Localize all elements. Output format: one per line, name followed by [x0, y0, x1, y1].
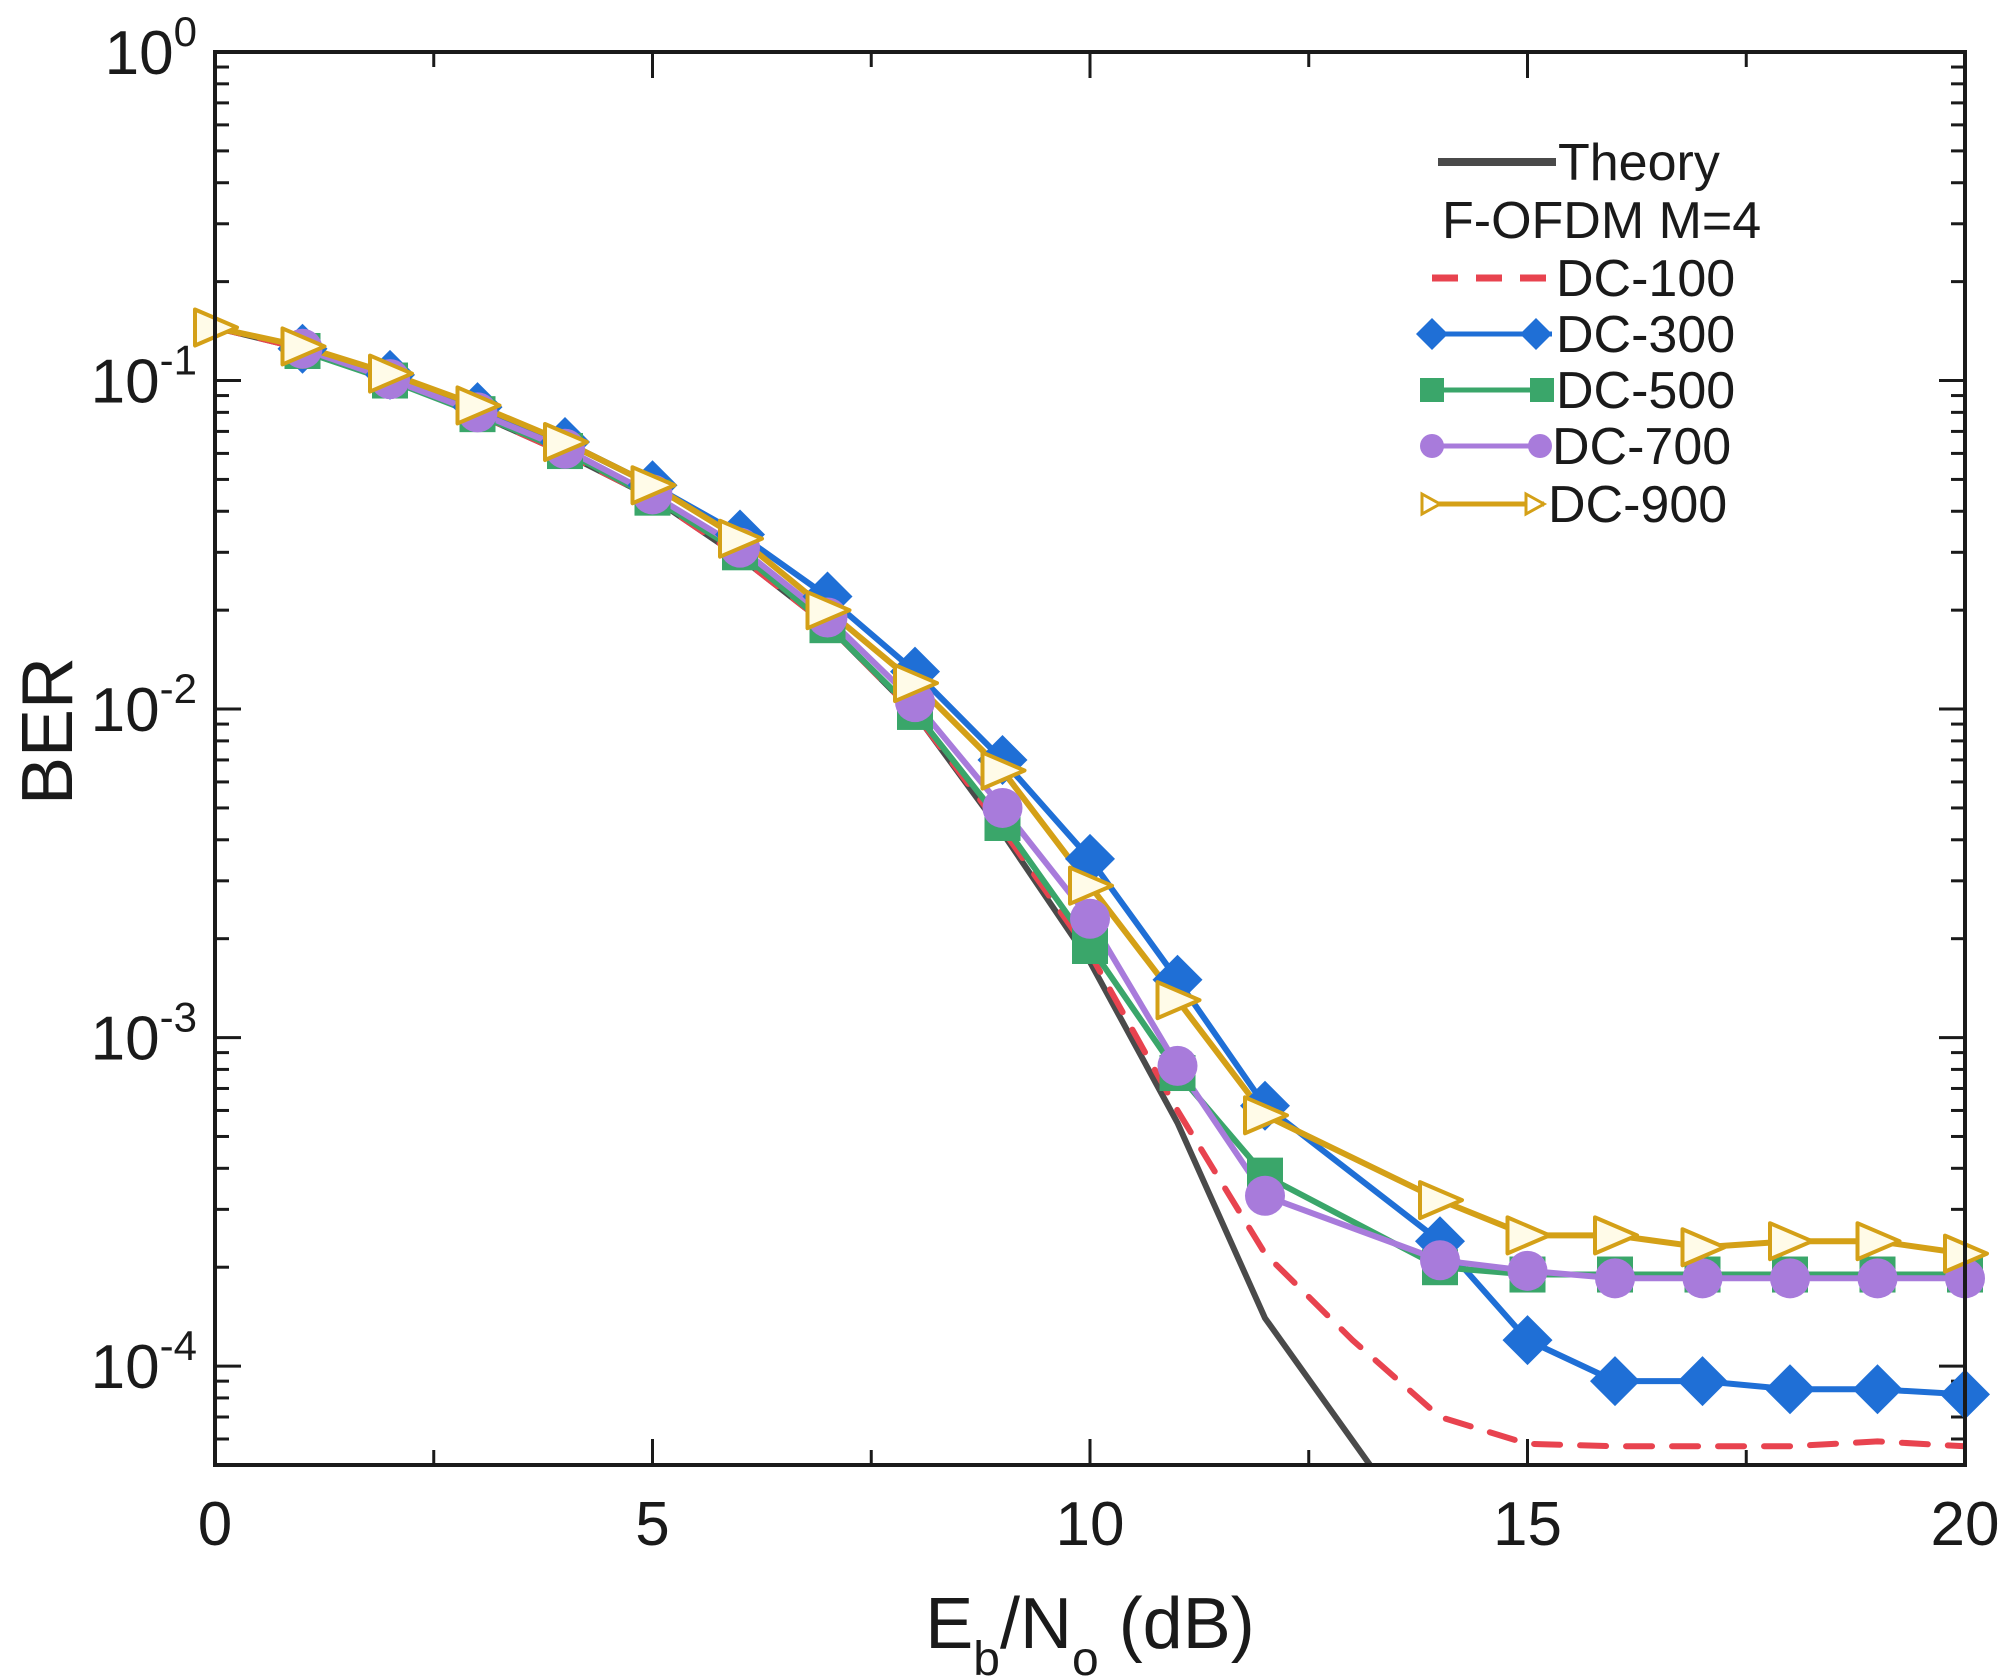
x-tick-label: 5 — [635, 1490, 669, 1559]
marker-dc900 — [1768, 1221, 1814, 1262]
legend-marker-dc300-b — [1520, 318, 1552, 350]
marker-dc900 — [280, 326, 327, 367]
y-tick-labels: 100 10-1 10-2 10-3 10-4 — [91, 8, 197, 1402]
y-tick-label: 100 — [105, 8, 197, 88]
marker-dc900 — [718, 518, 764, 559]
legend-marker-dc300-a — [1416, 318, 1448, 350]
marker-dc900 — [980, 750, 1027, 791]
legend-marker-dc900-b — [1524, 491, 1548, 517]
marker-dc900 — [1680, 1227, 1727, 1268]
legend-label-dc700: DC-700 — [1552, 418, 1731, 476]
marker-dc900 — [1243, 1095, 1289, 1136]
x-tick-labels: 0 5 10 15 20 — [198, 1490, 2000, 1559]
marker-dc700 — [1420, 1240, 1460, 1281]
x-tick-label: 15 — [1493, 1490, 1562, 1559]
marker-dc900 — [543, 421, 589, 462]
marker-dc900 — [1155, 980, 1202, 1021]
marker-dc900 — [368, 353, 414, 394]
legend-label-dc900: DC-900 — [1548, 476, 1727, 534]
marker-dc900 — [1068, 865, 1114, 906]
y-axis-title: BER — [8, 657, 88, 805]
x-tick-label: 20 — [1931, 1490, 2000, 1559]
axes-ticks — [213, 50, 1967, 1467]
marker-dc700 — [1682, 1258, 1723, 1299]
marker-dc700 — [1070, 898, 1110, 939]
y-tick-label: 10-3 — [91, 994, 197, 1074]
series-line-theory — [215, 324, 1373, 1465]
marker-dc300 — [1765, 1364, 1815, 1415]
x-tick-label: 0 — [198, 1490, 232, 1559]
legend-label-dc100: DC-100 — [1556, 250, 1735, 308]
marker-dc900 — [805, 590, 852, 631]
marker-dc900 — [630, 465, 677, 506]
marker-dc700 — [1157, 1045, 1198, 1086]
y-tick-label: 10-4 — [91, 1322, 197, 1402]
marker-dc700 — [1245, 1175, 1285, 1216]
y-tick-label: 10-2 — [91, 665, 197, 745]
legend-marker-dc500-a — [1420, 378, 1444, 402]
x-axis-title: Eb/No (dB) — [925, 1584, 1254, 1680]
marker-dc900 — [1505, 1215, 1552, 1256]
legend-marker-dc900-a — [1420, 491, 1444, 517]
marker-dc900 — [1418, 1180, 1464, 1221]
legend-marker-dc700-b — [1528, 434, 1552, 458]
marker-dc300 — [1502, 1315, 1553, 1366]
marker-dc300 — [1590, 1356, 1640, 1407]
marker-dc900 — [893, 663, 939, 704]
legend-label-theory: Theory — [1558, 134, 1720, 192]
x-axis-title-main: E — [925, 1584, 973, 1664]
marker-dc700 — [1857, 1258, 1898, 1299]
legend-marker-dc500-b — [1530, 378, 1554, 402]
y-tick-label: 10-1 — [91, 337, 197, 417]
data-markers — [193, 307, 1990, 1420]
legend-label-dc500: DC-500 — [1556, 362, 1735, 420]
marker-dc700 — [1507, 1250, 1548, 1291]
marker-dc300 — [1677, 1356, 1728, 1407]
legend-marker-dc700-a — [1420, 434, 1444, 458]
legend-group-title: F-OFDM M=4 — [1442, 192, 1761, 250]
x-axis-title-sub1: b — [973, 1633, 1000, 1680]
legend-label-dc300: DC-300 — [1556, 306, 1735, 364]
marker-dc900 — [1593, 1215, 1639, 1256]
marker-dc300 — [1852, 1364, 1903, 1415]
marker-dc900 — [1855, 1221, 1902, 1262]
marker-dc900 — [455, 385, 502, 426]
x-axis-title-tail: (dB) — [1099, 1584, 1255, 1664]
x-tick-label: 10 — [1056, 1490, 1125, 1559]
marker-dc700 — [982, 787, 1023, 828]
marker-dc700 — [1770, 1258, 1810, 1299]
x-axis-title-mid: /N — [1000, 1584, 1072, 1664]
x-axis-title-sub2: o — [1072, 1633, 1099, 1680]
marker-dc700 — [1595, 1258, 1635, 1299]
plot-frame — [213, 50, 1967, 1467]
legend: Theory F-OFDM M=4 DC-100 DC-300 DC-500 D… — [1416, 134, 1761, 534]
